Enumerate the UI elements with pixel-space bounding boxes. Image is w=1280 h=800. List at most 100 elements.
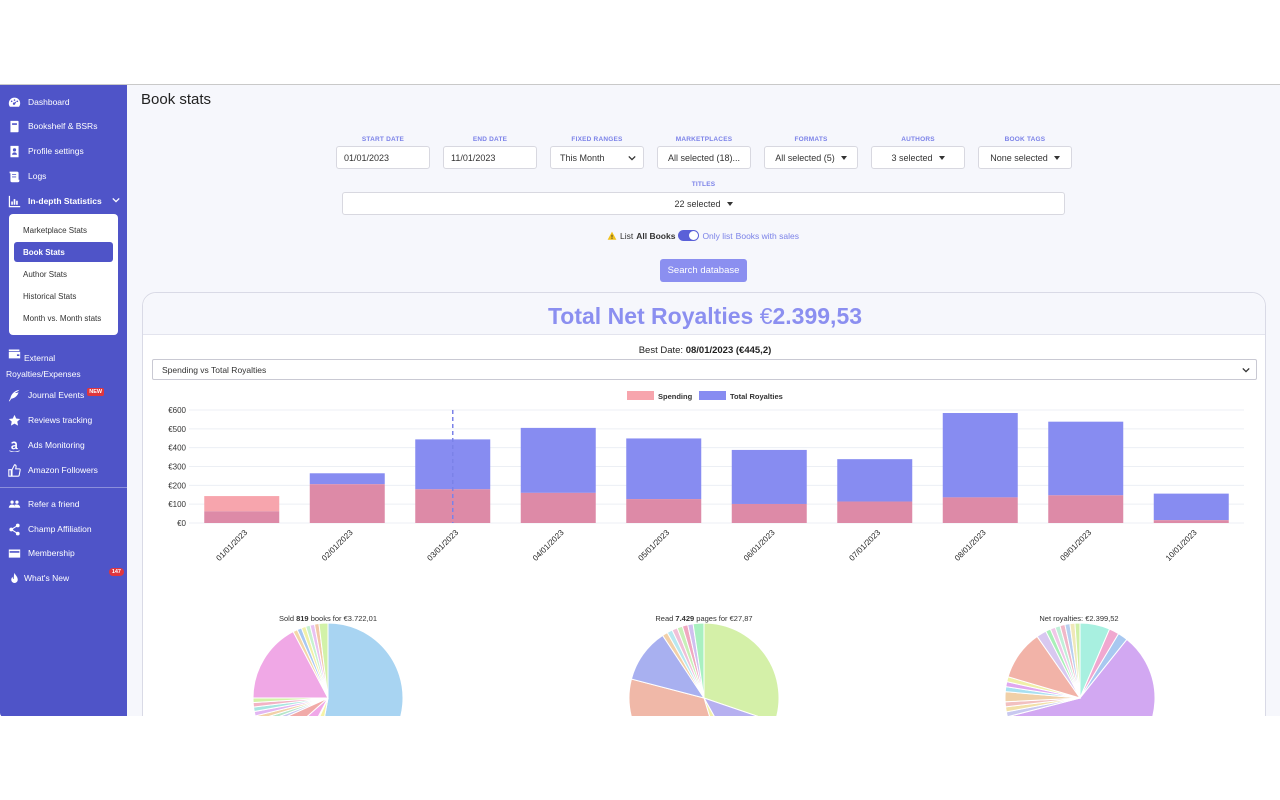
- users-icon: [7, 498, 21, 511]
- bar-royalties: [309, 473, 385, 485]
- chevron-down-icon: [1242, 367, 1250, 373]
- end-date-input[interactable]: 11/01/2023: [443, 146, 537, 169]
- sidebar-item-profile-settings[interactable]: Profile settings: [0, 140, 127, 162]
- book-tags-label: BOOK TAGS: [1004, 136, 1046, 143]
- pie-slice: [319, 697, 329, 716]
- pie-slice: [1008, 638, 1156, 716]
- sidebar-item-bookshelf[interactable]: Bookshelf & BSRs: [0, 115, 127, 137]
- sidebar-item-refer-a-friend[interactable]: Refer a friend: [0, 493, 127, 515]
- notification-count-badge: 147: [108, 568, 124, 576]
- end-date-label: END DATE: [472, 136, 508, 143]
- statistics-submenu: Marketplace Stats Book Stats Author Stat…: [9, 214, 118, 335]
- sidebar-item-external-royalties[interactable]: External Royalties/Expenses: [0, 346, 127, 379]
- page-title: Book stats: [141, 91, 212, 108]
- share-icon: [7, 523, 21, 536]
- bar-overlap: [1153, 520, 1229, 523]
- sidebar-item-label: What's New: [24, 573, 70, 583]
- sidebar-item-label: Profile settings: [28, 146, 84, 156]
- legend-label: Total Royalties: [730, 392, 783, 401]
- legend-label: Spending: [658, 392, 693, 401]
- sidebar-item-label: Logs: [28, 171, 47, 181]
- submenu-item-author-stats[interactable]: Author Stats: [23, 269, 68, 279]
- caret-down-icon: [1053, 155, 1060, 160]
- titles-dropdown[interactable]: 22 selected: [342, 192, 1065, 215]
- toggle-left-label: All Books: [636, 230, 676, 241]
- x-tick-label: 10/01/2023: [1164, 528, 1199, 563]
- sidebar-item-membership[interactable]: Membership: [0, 542, 127, 564]
- start-date-label: START DATE: [361, 136, 405, 143]
- submenu-item-book-stats[interactable]: Book Stats: [14, 242, 113, 262]
- sidebar-item-ads-monitoring[interactable]: Ads Monitoring: [0, 434, 127, 456]
- submenu-item-marketplace-stats[interactable]: Marketplace Stats: [23, 225, 88, 235]
- pie-slice: [324, 623, 404, 716]
- bar-overlap: [309, 484, 385, 523]
- authors-dropdown[interactable]: 3 selected: [871, 146, 965, 169]
- read-pages-pie-title: Read 7.429 pages for €27,87: [655, 614, 753, 623]
- bar-royalties: [942, 413, 1018, 498]
- fire-icon: [7, 572, 21, 585]
- sidebar-item-label: Dashboard: [28, 97, 70, 107]
- sidebar-item-journal-events[interactable]: Journal Events NEW: [0, 384, 127, 406]
- y-tick-label: €200: [168, 481, 186, 490]
- amazon-icon: [7, 439, 21, 452]
- pie-slice: [252, 630, 329, 699]
- sidebar: Dashboard Bookshelf & BSRs Profile setti…: [0, 85, 127, 716]
- bar-spending: [204, 496, 280, 512]
- pie-slice: [702, 697, 759, 716]
- bar-royalties: [1153, 493, 1229, 521]
- sold-books-pie-title: Sold 819 books for €3.722,01: [278, 614, 378, 623]
- sidebar-item-label: Amazon Followers: [28, 465, 98, 475]
- bar-royalties: [520, 427, 596, 493]
- sidebar-item-reviews-tracking[interactable]: Reviews tracking: [0, 409, 127, 431]
- sidebar-item-dashboard[interactable]: Dashboard: [0, 91, 127, 113]
- bar-overlap: [1048, 495, 1124, 523]
- x-tick-label: 03/01/2023: [425, 528, 460, 563]
- pie-slice: [692, 623, 705, 699]
- sidebar-item-label: Bookshelf & BSRs: [28, 121, 98, 131]
- marketplaces-label: MARKETPLACES: [675, 136, 733, 143]
- sidebar-item-label: Journal Events: [28, 390, 85, 400]
- x-tick-label: 08/01/2023: [953, 528, 988, 563]
- y-tick-label: €100: [168, 500, 186, 509]
- pie-slice: [703, 697, 715, 716]
- sidebar-item-logs[interactable]: Logs: [0, 165, 127, 187]
- sidebar-item-amazon-followers[interactable]: Amazon Followers: [0, 459, 127, 481]
- fixed-ranges-select[interactable]: This Month: [550, 146, 644, 169]
- submenu-item-historical-stats[interactable]: Historical Stats: [23, 291, 77, 301]
- book-icon: [7, 120, 21, 133]
- marketplaces-dropdown[interactable]: All selected (18)...: [657, 146, 751, 169]
- bar-overlap: [520, 492, 596, 523]
- chevron-down-icon: [112, 196, 120, 206]
- bar-royalties: [731, 449, 807, 504]
- y-tick-label: €300: [168, 463, 186, 472]
- search-database-button[interactable]: Search database: [660, 259, 747, 282]
- profile-icon: [7, 145, 21, 158]
- toggle-right-label: Books with sales: [735, 230, 799, 241]
- sidebar-item-label: Membership: [28, 548, 75, 558]
- submenu-item-month-vs-month[interactable]: Month vs. Month stats: [23, 313, 102, 323]
- sidebar-item-label: External Royalties/Expenses: [6, 353, 81, 379]
- formats-dropdown[interactable]: All selected (5): [764, 146, 858, 169]
- book-tags-dropdown[interactable]: None selected: [978, 146, 1072, 169]
- best-date: Best Date: 08/01/2023 (€445,2): [638, 345, 772, 356]
- spending-vs-royalties-chart: Spending Total Royalties €0 €100 €200 €300 €40…: [168, 391, 1244, 563]
- chevron-down-icon: [628, 155, 636, 161]
- formats-label: FORMATS: [794, 136, 828, 143]
- pie-charts: [252, 623, 1156, 716]
- sidebar-divider: [0, 487, 127, 488]
- sidebar-item-label: Champ Affiliation: [28, 524, 92, 534]
- titles-label: TITLES: [691, 181, 716, 188]
- bar-overlap: [626, 499, 702, 523]
- sidebar-item-whats-new[interactable]: What's New 147: [0, 567, 127, 589]
- sidebar-item-label: Refer a friend: [28, 499, 80, 509]
- sidebar-item-champ-affiliation[interactable]: Champ Affiliation: [0, 518, 127, 540]
- x-tick-label: 06/01/2023: [742, 528, 777, 563]
- start-date-input[interactable]: 01/01/2023: [336, 146, 430, 169]
- sidebar-item-label: Reviews tracking: [28, 415, 93, 425]
- authors-label: AUTHORS: [901, 136, 935, 143]
- caret-down-icon: [840, 155, 847, 160]
- only-sales-toggle[interactable]: [678, 230, 700, 241]
- x-tick-label: 01/01/2023: [214, 528, 249, 563]
- chart-type-select[interactable]: Spending vs Total Royalties: [152, 359, 1257, 380]
- sidebar-item-in-depth-statistics[interactable]: In-depth Statistics: [0, 190, 127, 212]
